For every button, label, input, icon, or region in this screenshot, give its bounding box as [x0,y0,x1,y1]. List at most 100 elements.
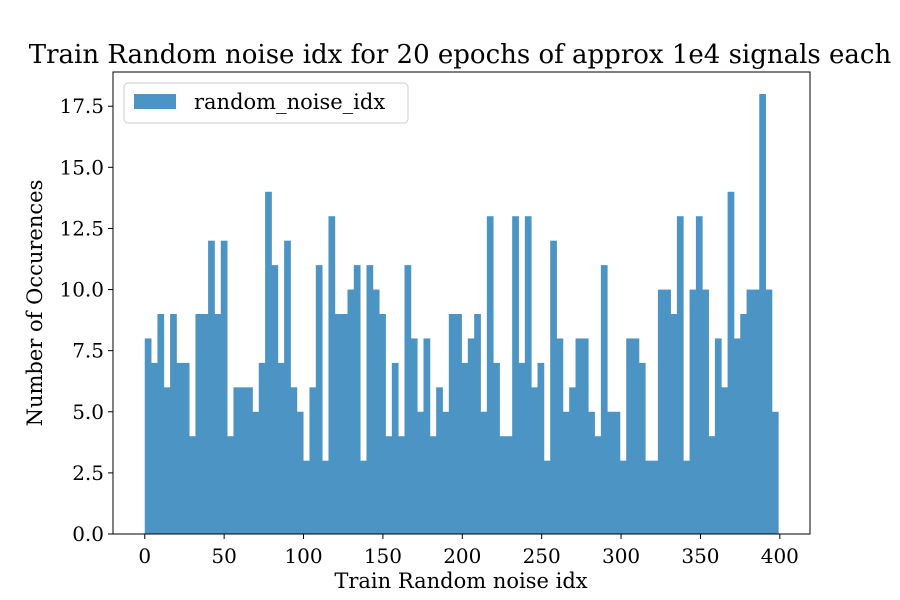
histogram-bar [619,460,627,534]
chart-title: Train Random noise idx for 20 epochs of … [29,40,892,70]
histogram-bar [695,216,703,534]
histogram-bar [613,411,621,534]
histogram-bar [771,411,779,534]
histogram-bar [233,387,241,534]
histogram-bar [512,216,519,534]
histogram-bar [220,240,228,535]
y-tick-label: 17.5 [59,94,104,118]
histogram-bar [664,289,671,534]
bars-group [144,94,779,535]
histogram-bar [638,362,646,534]
y-tick-label: 7.5 [72,339,104,363]
histogram-bar [214,314,222,534]
histogram-bar [246,387,253,534]
histogram-bar [366,265,374,534]
legend-swatch [134,94,176,109]
histogram-bar [556,338,564,534]
histogram-bar [334,314,342,534]
histogram-bar [575,338,583,534]
histogram-bar [733,338,741,534]
histogram-bar [461,362,469,534]
legend-box [123,82,409,124]
histogram-bar [227,436,234,534]
histogram-bar [569,387,576,534]
histogram-bar [657,289,665,534]
histogram-bar [727,191,735,534]
histogram-bar [448,314,456,534]
histogram-bar [721,387,728,534]
histogram-bar [442,411,450,534]
histogram-bar [182,362,190,534]
histogram-bar [505,436,513,534]
histogram-bar [518,362,526,534]
histogram-bar [144,338,152,534]
histogram-bar [759,94,766,534]
histogram-bar [676,216,684,534]
histogram-bar [651,460,659,534]
histogram-bar [328,216,336,534]
y-tick-label: 0.0 [72,522,104,546]
histogram-bar [683,460,690,534]
histogram-bar [436,387,443,534]
histogram-bar [284,240,291,535]
x-tick-label: 200 [443,544,481,568]
histogram-bar [607,411,614,534]
histogram-bar [493,362,500,534]
histogram-bar [550,240,557,535]
histogram-bar [752,289,760,534]
x-tick-label: 350 [681,544,719,568]
histogram-bar [670,314,678,534]
histogram-bar [391,362,399,534]
histogram-bar [360,460,367,534]
y-tick-label: 10.0 [59,278,104,302]
histogram-bar [151,362,158,534]
x-tick-label: 300 [602,544,640,568]
histogram-bar [410,338,418,534]
histogram-bar [645,460,652,534]
histogram-bar [296,411,304,534]
histogram-bar [746,289,754,534]
histogram-bar [341,314,348,534]
histogram-bar [195,314,203,534]
histogram-bar [562,411,570,534]
x-tick-label: 100 [284,544,322,568]
x-tick-label: 250 [523,544,561,568]
histogram-bar [157,314,165,534]
histogram-bar [290,387,298,534]
histogram-bar [423,338,431,534]
histogram-bar [765,289,773,534]
histogram-bar [708,436,716,534]
histogram-bar [417,411,424,534]
histogram-bar [189,436,196,534]
y-tick-label: 12.5 [59,216,104,240]
histogram-bar [347,289,355,534]
histogram-bar [163,387,171,534]
y-tick-label: 15.0 [59,155,104,179]
histogram-bar [372,289,380,534]
y-tick-label: 2.5 [72,461,104,485]
x-tick-label: 150 [364,544,402,568]
histogram-bar [239,387,247,534]
histogram-bar [208,240,215,535]
histogram-bar [740,314,747,534]
y-axis-ticks: 0.0 2.5 5.0 7.5 10.0 12.5 15.0 17.5 [59,94,113,546]
histogram-bar [474,314,481,534]
histogram-bar [714,338,722,534]
histogram-bar [600,265,608,534]
histogram-bar [581,338,589,534]
x-axis-label: Train Random noise idx [334,569,587,593]
y-axis-label: Number of Occurences [23,180,47,427]
histogram-bar [258,362,266,534]
histogram-bar [702,289,709,534]
legend-label: random_noise_idx [194,90,385,114]
histogram-bar [626,338,633,534]
histogram-bar [201,314,209,534]
histogram-bar [594,436,602,534]
histogram-bar [429,436,437,534]
histogram-bar [632,338,640,534]
histogram-bar [277,362,285,534]
legend: random_noise_idx [123,82,409,124]
histogram-bar [379,314,386,534]
histogram-bar [271,265,279,534]
